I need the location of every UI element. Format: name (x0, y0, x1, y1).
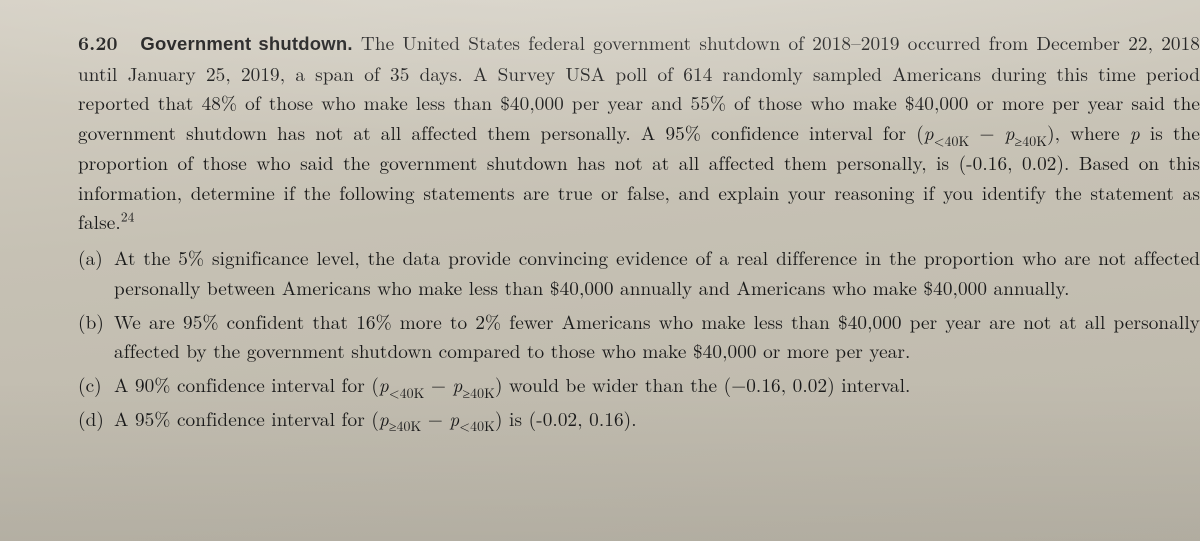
sub-c2: ≥40K (462, 383, 495, 403)
exercise-intro: 6.20 Government shutdown. The United Sta… (78, 28, 1200, 237)
item-d-expr: p≥40K − p<40K (379, 404, 495, 432)
exercise-title: Government shutdown. (140, 33, 352, 54)
p-symbol-d1: p (379, 404, 389, 432)
item-c-label: (c) (78, 370, 102, 400)
p-symbol-d2: p (449, 404, 459, 432)
item-d-post: ) is (-0.02, 0.16). (495, 404, 637, 432)
item-a: (a) At the 5% significance level, the da… (78, 243, 1200, 303)
sub-d1: ≥40K (389, 416, 422, 436)
minus-1: − (969, 118, 1004, 146)
item-c-pre: A 90% confidence interval for ( (114, 370, 379, 398)
sub-c1: <40K (389, 383, 425, 403)
minus-d: − (421, 404, 449, 432)
minus-c: − (425, 370, 453, 398)
exercise-number: 6.20 (78, 28, 118, 56)
item-a-label: (a) (78, 243, 103, 273)
item-d: (d) A 95% confidence interval for (p≥40K… (78, 404, 1200, 434)
footnote-marker: 24 (121, 207, 135, 226)
item-d-pre: A 95% confidence interval for ( (114, 404, 379, 432)
item-b: (b) We are 95% confident that 16% more t… (78, 307, 1200, 367)
item-c-post: ) would be wider than the (−0.16, 0.02) … (495, 370, 910, 398)
p-symbol-c1: p (379, 370, 389, 398)
p-symbol-inline: p (1130, 118, 1140, 146)
exercise-items: (a) At the 5% significance level, the da… (78, 243, 1200, 434)
exercise-body-mid: ), where (1047, 118, 1130, 146)
sub-d2: <40K (459, 416, 495, 436)
diff-expr: p<40K − p≥40K (924, 118, 1047, 146)
item-c: (c) A 90% confidence interval for (p<40K… (78, 370, 1200, 400)
sub-ge40k-1: ≥40K (1015, 131, 1048, 151)
item-c-expr: p<40K − p≥40K (379, 370, 495, 398)
p-symbol-c2: p (453, 370, 463, 398)
item-b-text: We are 95% confident that 16% more to 2%… (114, 307, 1200, 365)
item-b-label: (b) (78, 307, 104, 337)
p-symbol-1: p (924, 118, 934, 146)
p-symbol-2: p (1005, 118, 1015, 146)
item-d-label: (d) (78, 404, 104, 434)
sub-lt40k-1: <40K (934, 131, 970, 151)
item-a-text: At the 5% significance level, the data p… (114, 243, 1200, 301)
exercise-block: 6.20 Government shutdown. The United Sta… (78, 28, 1200, 438)
